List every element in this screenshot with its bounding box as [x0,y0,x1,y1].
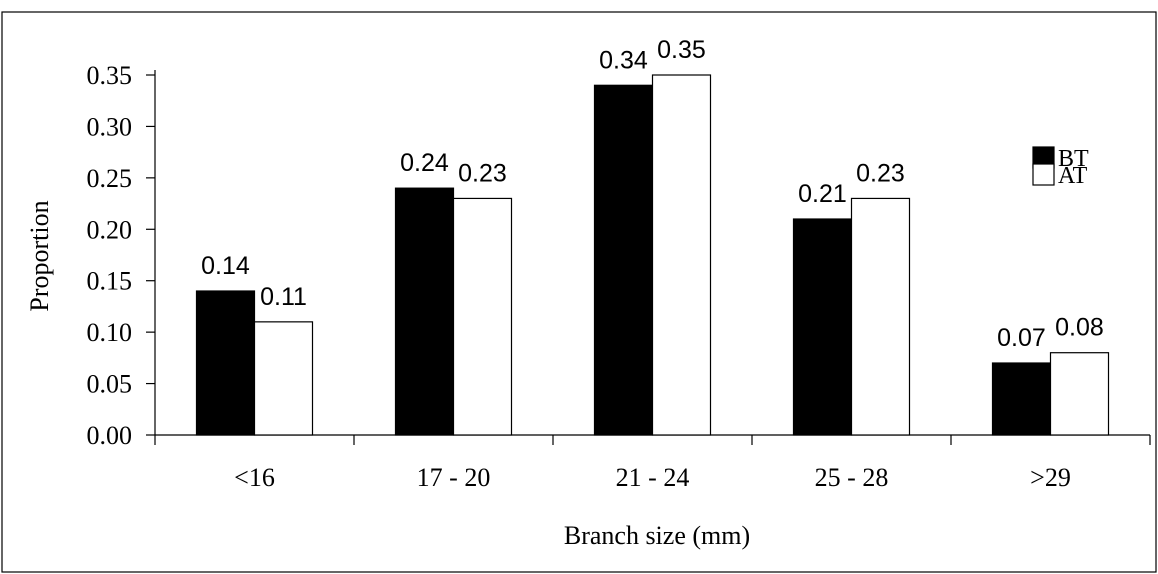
data-label-bt: 0.34 [599,46,648,74]
legend: BT AT [1032,146,1089,189]
y-tick-label: 0.30 [87,112,133,141]
data-label-at: 0.35 [657,36,706,64]
y-tick-label: 0.05 [87,370,133,399]
x-tick-label: 17 - 20 [417,463,491,492]
bar-at [1049,352,1110,436]
data-label-at: 0.08 [1055,314,1104,342]
x-tick-label: 21 - 24 [616,463,690,492]
y-tick-label: 0.35 [87,61,133,90]
y-tick-label: 0.15 [87,267,133,296]
x-axis-title: Branch size (mm) [564,521,750,550]
y-tick-label: 0.10 [87,318,133,347]
bar-at [850,197,911,436]
bar-bt [394,187,455,436]
y-axis-title: Proportion [25,200,54,311]
y-tick-label: 0.20 [87,215,133,244]
bar-bt [991,362,1052,436]
x-tick-label: <16 [234,463,275,492]
legend-swatch-at [1032,163,1055,186]
data-label-at: 0.23 [856,159,905,187]
bar-bt [593,84,654,436]
bar-bt [792,218,853,436]
data-label-at: 0.23 [458,159,507,187]
x-tick-label: 25 - 28 [815,463,889,492]
legend-label-at: AT [1058,163,1088,189]
chart-border [1,11,1157,573]
legend-label-bt: BT [1058,146,1089,172]
plot-area: 0.00 0.05 0.10 0.15 0.20 0.25 0.30 0.35 <16 0.14 0… [87,36,1151,492]
data-label-bt: 0.24 [400,149,449,177]
data-label-bt: 0.14 [201,252,250,280]
y-tick-label: 0.00 [87,421,133,450]
data-label-bt: 0.21 [798,180,847,208]
x-tick-label: >29 [1030,463,1071,492]
data-label-at: 0.11 [260,283,307,311]
bar-bt [195,290,256,436]
y-tick-label: 0.25 [87,164,133,193]
bar-at [452,197,513,436]
bar-at [651,74,712,436]
data-label-bt: 0.07 [997,324,1046,352]
bar-at [253,321,314,436]
